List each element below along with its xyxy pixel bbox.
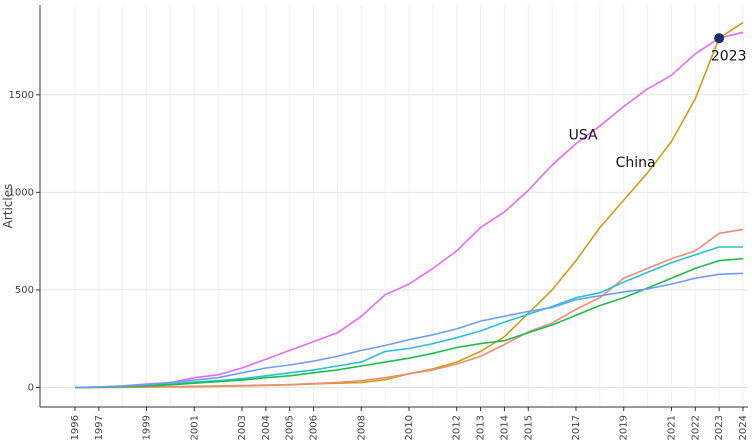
x-tick-label: 2017 bbox=[571, 415, 582, 440]
x-tick-label: 2003 bbox=[237, 415, 248, 440]
x-tick-label: 2021 bbox=[666, 415, 677, 440]
y-tick-label: 500 bbox=[15, 285, 34, 296]
x-tick-label: 2004 bbox=[261, 415, 272, 440]
series-line-series-5 bbox=[74, 257, 744, 389]
x-tick-label: 2010 bbox=[404, 415, 415, 440]
x-tick-label: 1996 bbox=[70, 415, 81, 440]
y-tick-label: 1500 bbox=[9, 90, 34, 101]
annotation-label: USA bbox=[569, 128, 598, 144]
annotation-label: China bbox=[616, 155, 656, 171]
x-tick-label: 1999 bbox=[142, 415, 153, 440]
y-tick-label: 1000 bbox=[9, 187, 34, 198]
x-tick-label: 1997 bbox=[94, 415, 105, 440]
x-tick-label: 2015 bbox=[523, 415, 534, 440]
x-tick-label: 2006 bbox=[309, 415, 320, 440]
x-tick-label: 2012 bbox=[452, 415, 463, 440]
x-tick-label: 2005 bbox=[285, 415, 296, 440]
y-axis-title: Articles bbox=[1, 184, 15, 229]
x-tick-label: 2001 bbox=[189, 415, 200, 440]
x-tick-label: 2024 bbox=[738, 415, 749, 440]
x-tick-label: 2023 bbox=[714, 415, 725, 440]
annotation-label: 2023 bbox=[711, 49, 747, 65]
series-line-series-3 bbox=[74, 228, 744, 389]
series-line-series-6 bbox=[74, 272, 744, 389]
highlight-point-2023 bbox=[714, 33, 725, 44]
y-tick-label: 0 bbox=[28, 382, 34, 393]
x-tick-label: 2013 bbox=[476, 415, 487, 440]
series-line-series-4 bbox=[74, 246, 743, 389]
x-tick-label: 2022 bbox=[690, 415, 701, 440]
x-tick-label: 2008 bbox=[356, 415, 367, 440]
x-tick-label: 2019 bbox=[619, 415, 630, 440]
series-line-usa bbox=[74, 31, 744, 389]
x-tick-label: 2014 bbox=[499, 415, 510, 440]
